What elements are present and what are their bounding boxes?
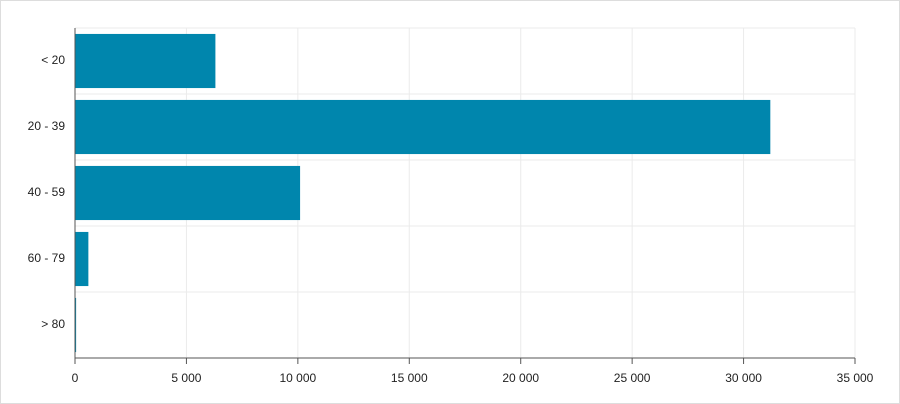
- x-tick-label: 25 000: [614, 371, 651, 385]
- x-tick-label: 35 000: [837, 371, 874, 385]
- x-tick-label: 0: [72, 371, 79, 385]
- bar: [75, 297, 77, 353]
- bar: [75, 99, 771, 155]
- x-tick-label: 20 000: [502, 371, 539, 385]
- y-tick-label: 20 - 39: [28, 119, 66, 133]
- x-tick-label: 15 000: [391, 371, 428, 385]
- bar: [75, 33, 216, 89]
- bar: [75, 165, 301, 221]
- y-tick-label: 60 - 79: [28, 251, 66, 265]
- x-tick-label: 5 000: [171, 371, 201, 385]
- y-tick-label: < 20: [41, 53, 65, 67]
- y-tick-label: 40 - 59: [28, 185, 66, 199]
- x-tick-label: 30 000: [725, 371, 762, 385]
- x-tick-label: 10 000: [280, 371, 317, 385]
- y-tick-label: > 80: [41, 317, 65, 331]
- bar: [75, 231, 89, 287]
